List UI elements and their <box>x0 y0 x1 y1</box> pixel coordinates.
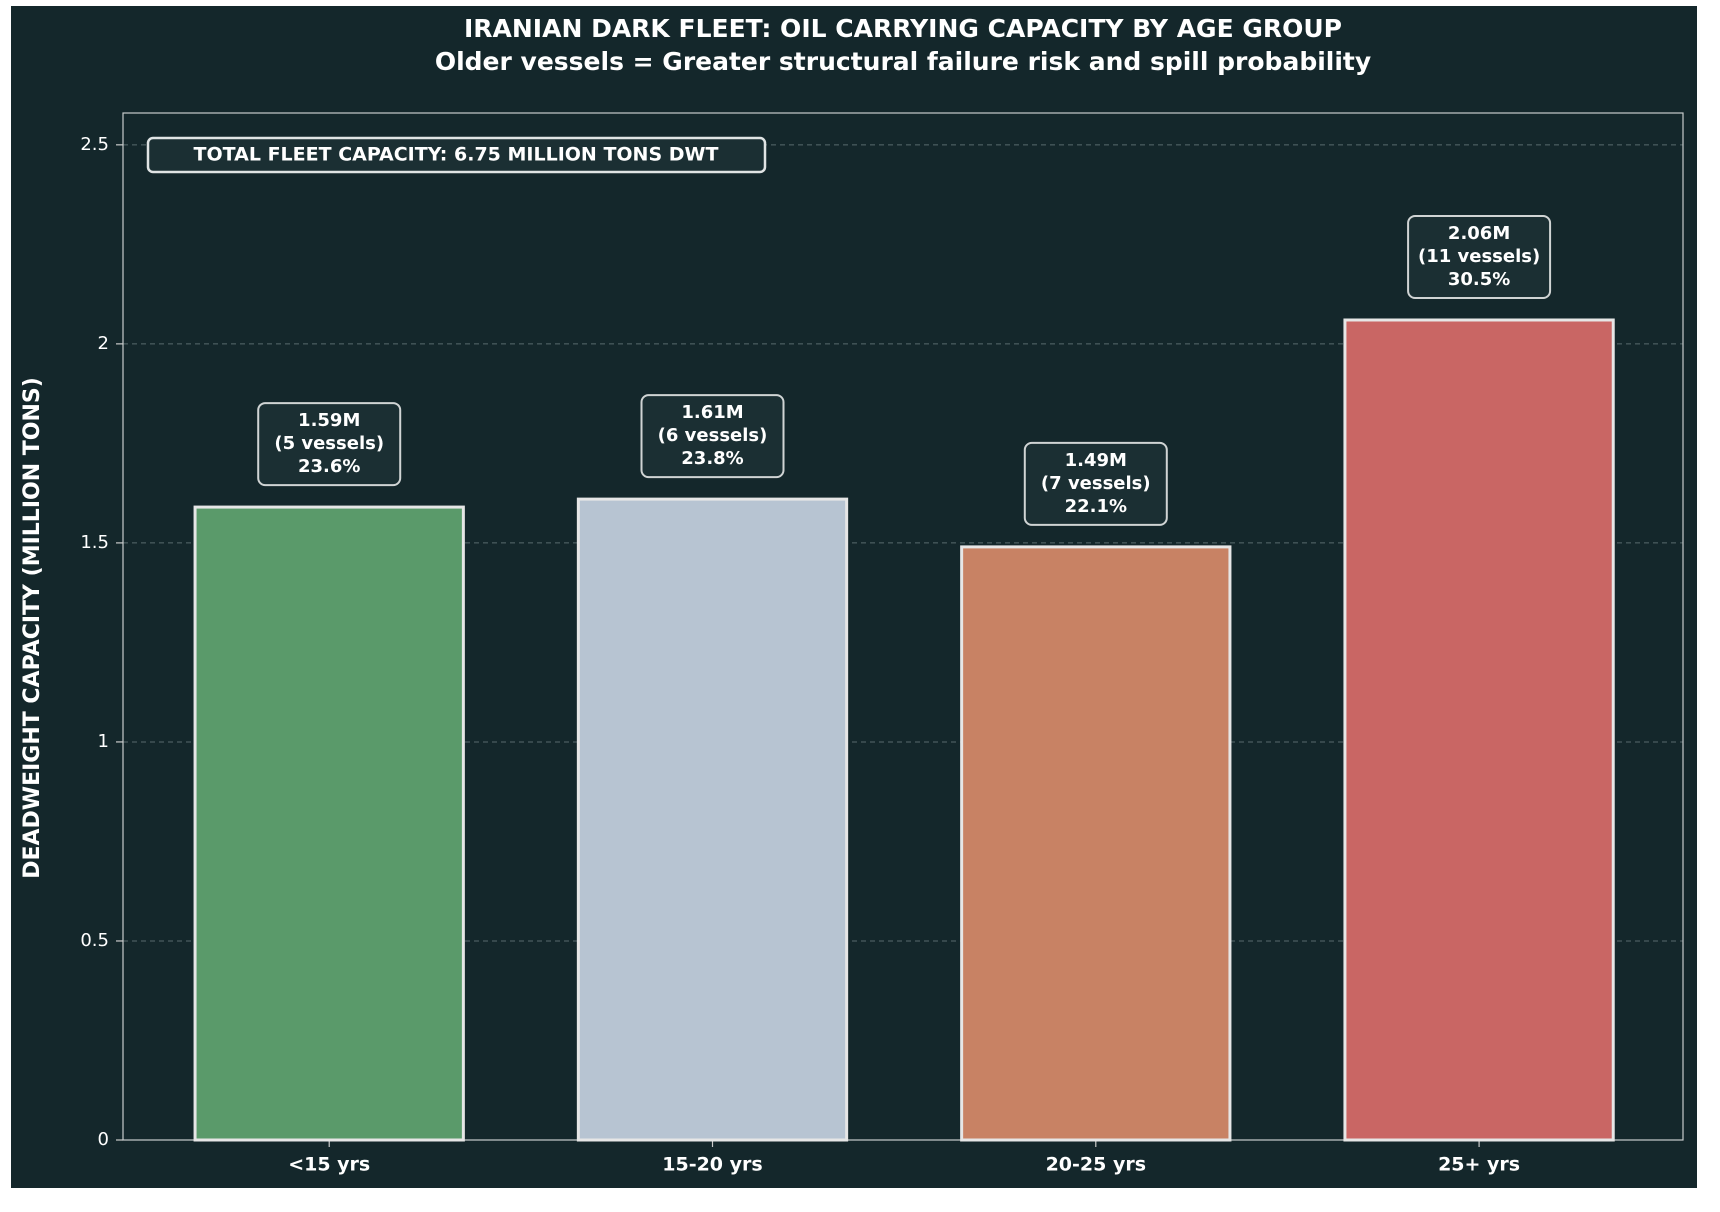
y-axis-label: DEADWEIGHT CAPACITY (MILLION TONS) <box>20 377 45 879</box>
x-tick-label: <15 yrs <box>288 1154 370 1176</box>
annotation-box <box>146 136 767 174</box>
x-tick-label: 15-20 yrs <box>662 1154 762 1176</box>
vessel-label: (6 vessels) <box>658 425 768 446</box>
plot-frame <box>122 112 1684 1141</box>
y-tick-label: 1.5 <box>80 532 109 553</box>
value-label: 1.61M <box>681 402 743 423</box>
share-label: 23.6% <box>298 456 360 477</box>
chart-title: IRANIAN DARK FLEET: OIL CARRYING CAPACIT… <box>464 14 1342 43</box>
value-label: 2.06M <box>1448 223 1510 244</box>
bar <box>193 505 465 1142</box>
y-tick-label: 0.5 <box>80 930 109 951</box>
bar <box>1343 318 1615 1142</box>
value-label-box <box>1023 441 1168 526</box>
share-label: 22.1% <box>1065 496 1127 517</box>
share-label: 23.8% <box>681 448 743 469</box>
x-tick-label: 20-25 yrs <box>1046 1154 1146 1176</box>
value-label-box <box>640 394 785 479</box>
share-label: 30.5% <box>1448 269 1510 290</box>
value-label: 1.49M <box>1065 450 1127 471</box>
chart-subtitle: Older vessels = Greater structural failu… <box>435 47 1371 76</box>
y-tick-label: 2.5 <box>80 134 109 155</box>
vessel-label: (7 vessels) <box>1041 473 1151 494</box>
bar <box>576 497 849 1142</box>
vessel-label: (11 vessels) <box>1418 246 1540 267</box>
y-tick-label: 0 <box>98 1129 109 1150</box>
y-tick-label: 1 <box>98 731 109 752</box>
value-label: 1.59M <box>298 410 360 431</box>
value-label-box <box>257 402 402 487</box>
vessel-label: (5 vessels) <box>274 433 384 454</box>
y-tick-label: 2 <box>98 333 109 354</box>
x-tick-label: 25+ yrs <box>1438 1154 1520 1176</box>
annotation: TOTAL FLEET CAPACITY: 6.75 MILLION TONS … <box>194 144 719 166</box>
value-label-box <box>1407 214 1552 299</box>
bar <box>960 545 1232 1142</box>
